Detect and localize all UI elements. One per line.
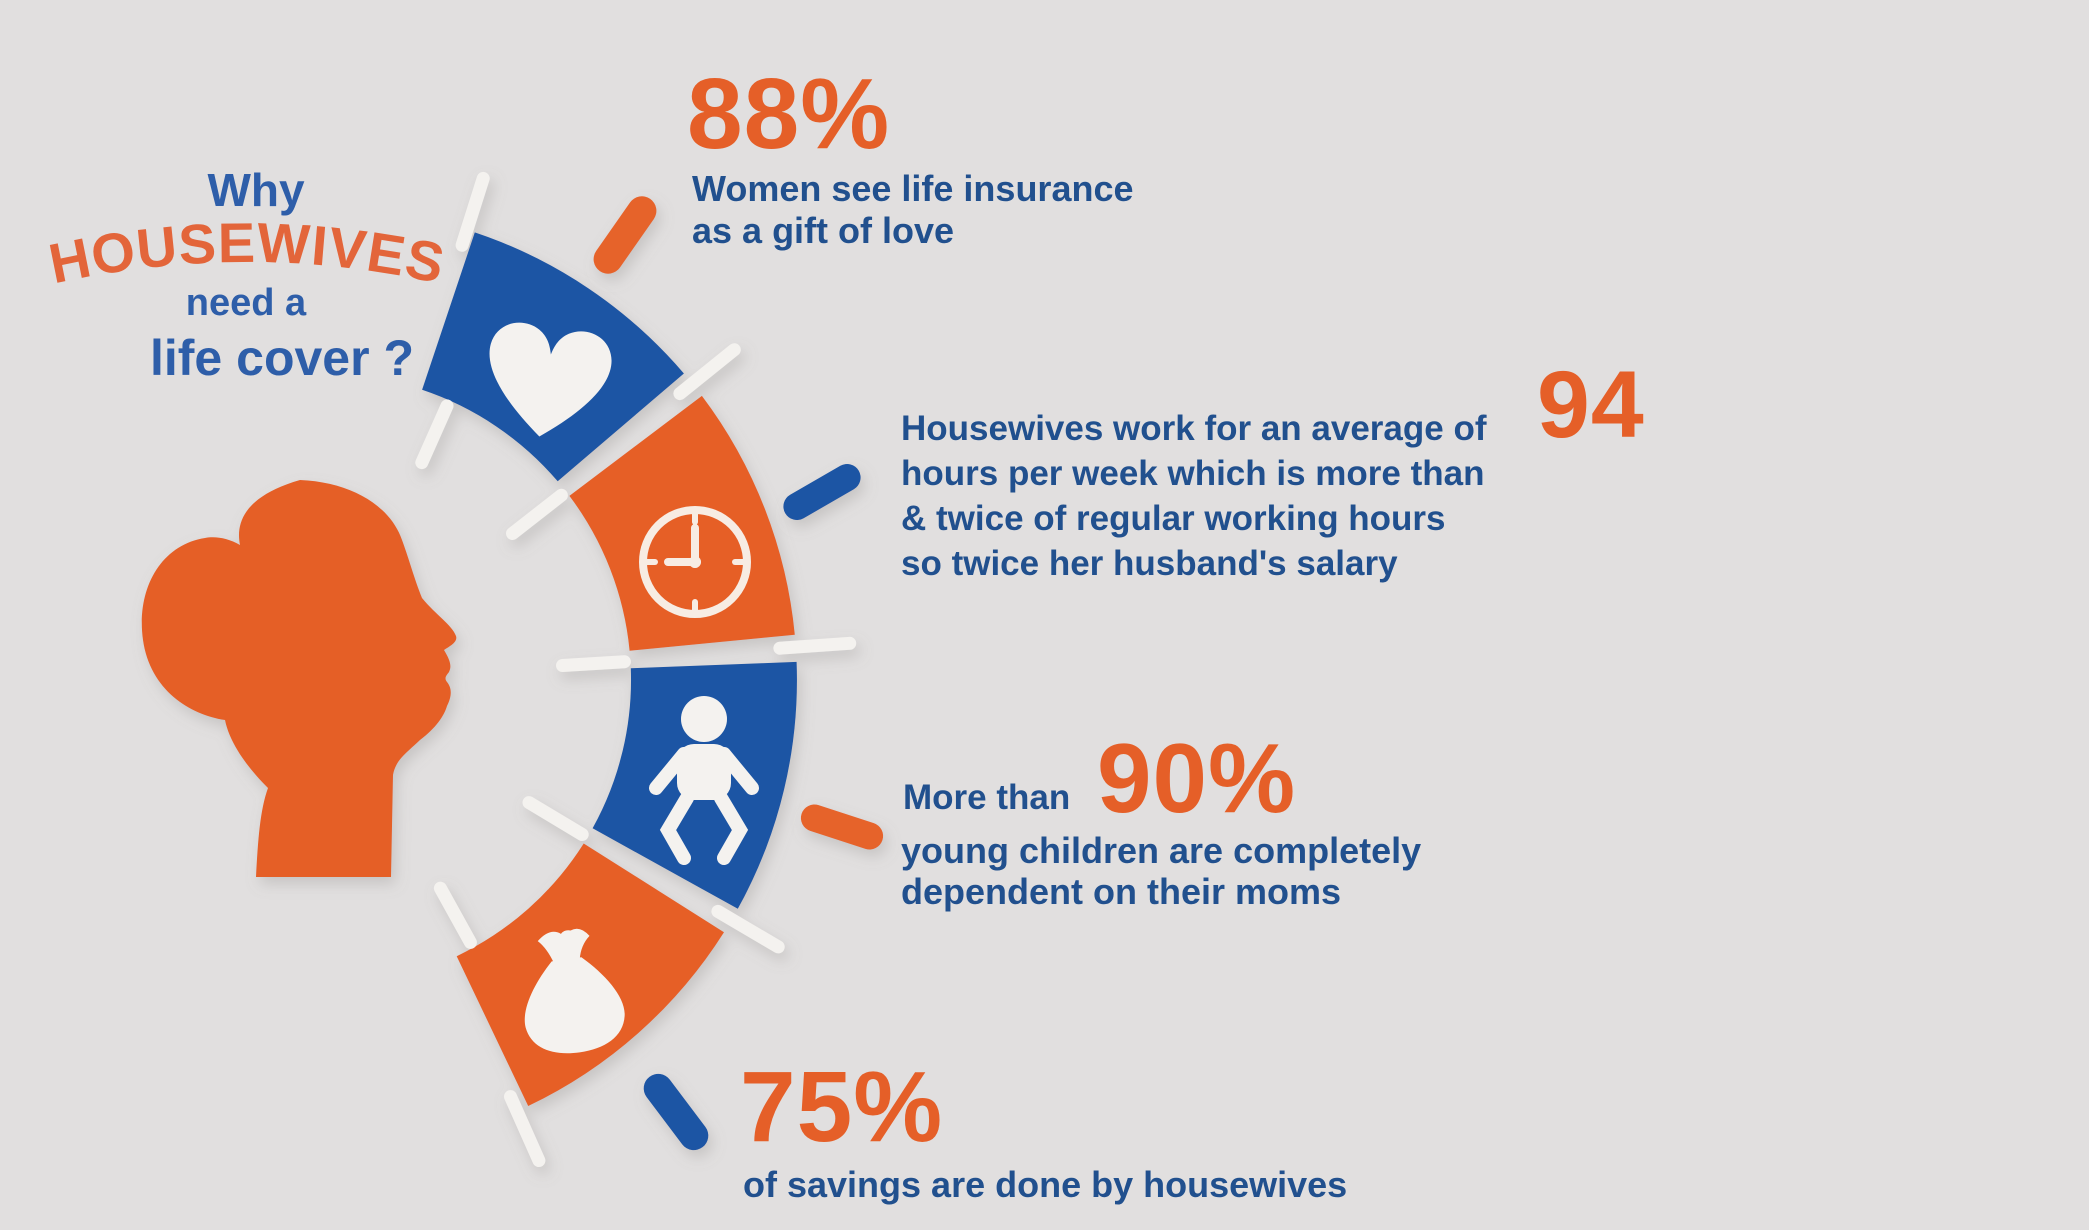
title-life-cover: life cover ?: [150, 330, 414, 386]
stat-text-line: dependent on their moms: [901, 871, 1342, 912]
pointer-dash-75: [643, 1073, 709, 1151]
stat-text-line: so twice her husband's salary: [901, 544, 1398, 583]
stat-text-line: Women see life insurance: [692, 168, 1134, 209]
pointer-dash-94: [783, 464, 861, 520]
stat-text-line: young children are completely: [901, 830, 1422, 871]
heart-icon: [489, 322, 612, 437]
stat-prefix-90: More than: [903, 778, 1071, 817]
stat-text-90: young children are completely dependent …: [901, 830, 1421, 912]
stat-text-88: Women see life insurance as a gift of lo…: [692, 168, 1134, 252]
stat-value-94: 94: [1537, 352, 1645, 458]
separator-ticks: [415, 171, 857, 1167]
stat-text-75: of savings are done by housewives: [743, 1164, 1348, 1205]
stat-text-line: Housewives work for an average of: [901, 409, 1487, 448]
stat-value-75: 75%: [740, 1051, 944, 1163]
woman-silhouette: [141, 480, 457, 877]
title-why: Why: [207, 164, 305, 216]
stat-text-line: as a gift of love: [692, 210, 955, 251]
clock-icon: [639, 506, 751, 618]
title-need: need a: [185, 282, 307, 324]
stat-text-line: hours per week which is more than: [901, 454, 1485, 493]
stat-text-line: & twice of regular working hours: [901, 499, 1446, 538]
baby-icon: [649, 696, 759, 865]
stat-value-88: 88%: [687, 58, 891, 170]
money-bag-icon: [524, 928, 625, 1054]
stat-value-90: 90%: [1097, 723, 1297, 833]
pointer-dash-90: [800, 804, 884, 850]
pointer-dash-88: [593, 196, 657, 274]
stat-text-94: Housewives work for an average of hours …: [901, 406, 1486, 586]
